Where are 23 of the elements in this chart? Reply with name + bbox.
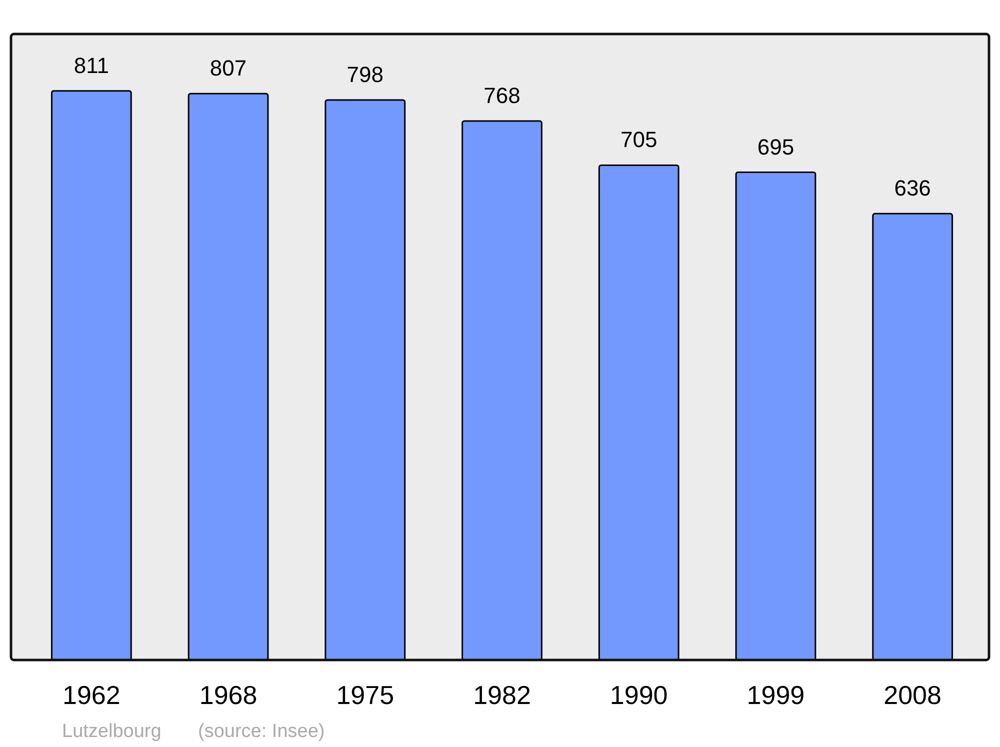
text: Lutzelbourg: [62, 721, 162, 742]
data-label: 807: [210, 56, 247, 81]
x-tick-label: 1962: [62, 680, 120, 710]
bar: [735, 172, 816, 661]
data-label: 811: [74, 52, 109, 78]
x-tick-label: 1990: [610, 680, 668, 710]
bar: [50, 90, 132, 661]
data-label: 798: [346, 62, 384, 87]
x-tick-label: 1975: [336, 680, 394, 710]
data-label: 695: [757, 134, 794, 160]
x-tick-label: 2008: [884, 680, 942, 710]
x-tick-label: 1982: [473, 680, 531, 710]
data-label: 705: [620, 127, 658, 152]
text: (source: Insee): [198, 721, 325, 742]
x-tick-label: 1999: [746, 680, 805, 710]
data-label: 768: [484, 83, 520, 108]
x-tick-label: 1968: [199, 680, 258, 710]
bar: [872, 212, 954, 661]
bar: [462, 120, 542, 661]
data-label: 636: [894, 176, 931, 201]
bar: [598, 164, 680, 661]
bar: [324, 99, 406, 661]
bar: [188, 92, 269, 661]
